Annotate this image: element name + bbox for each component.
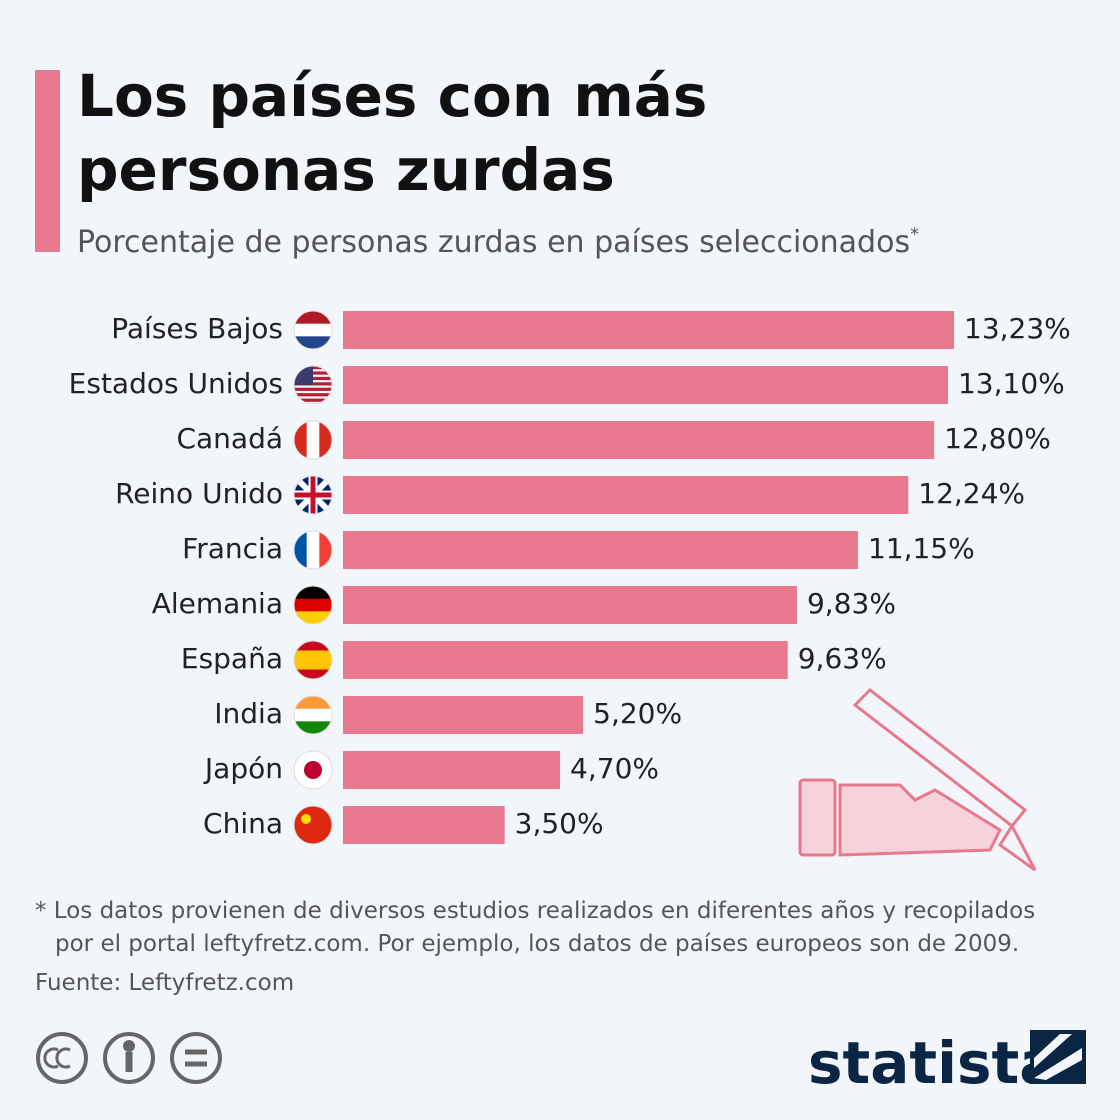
footnote: por el portal leftyfretz.com. Por ejempl… bbox=[55, 931, 1019, 957]
flag-stripe bbox=[294, 669, 332, 679]
bar bbox=[343, 476, 909, 514]
flag-stripe bbox=[294, 660, 332, 670]
bars: Países Bajos 13,23% Estados Unidos 13,10% Ca… bbox=[69, 310, 1071, 845]
flag-border bbox=[293, 365, 333, 405]
license-icons bbox=[36, 1032, 222, 1084]
accent-bar bbox=[35, 70, 60, 252]
flag-bg bbox=[294, 806, 332, 844]
flag-disc bbox=[304, 761, 322, 779]
footnote: * Los datos provienen de diversos estudi… bbox=[35, 898, 1035, 924]
flag bbox=[294, 531, 332, 569]
bar bbox=[343, 366, 948, 404]
category-label: Francia bbox=[182, 532, 283, 565]
bar bbox=[343, 311, 954, 349]
bar bbox=[343, 696, 584, 734]
subtitle-marker: * bbox=[910, 224, 919, 245]
value-label: 12,24% bbox=[918, 477, 1025, 510]
subtitle-text: Porcentaje de personas zurdas en países … bbox=[77, 225, 910, 260]
flag-border bbox=[293, 640, 333, 680]
category-label: China bbox=[203, 807, 283, 840]
category-label: India bbox=[214, 697, 283, 730]
flag-stripe bbox=[294, 421, 308, 459]
value-label: 5,20% bbox=[593, 697, 682, 730]
value-label: 13,23% bbox=[964, 312, 1071, 345]
flag bbox=[294, 421, 332, 459]
flag-stripe bbox=[294, 641, 332, 651]
flag-border bbox=[293, 530, 333, 570]
category-label: Alemania bbox=[152, 587, 283, 620]
category-label: Países Bajos bbox=[111, 312, 283, 345]
subtitle: Porcentaje de personas zurdas en países … bbox=[77, 224, 919, 260]
bar bbox=[343, 641, 788, 679]
flag-stripe bbox=[319, 421, 332, 459]
flag-border bbox=[293, 585, 333, 625]
chart-title: Los países con más bbox=[77, 62, 707, 130]
flag bbox=[294, 696, 332, 734]
flag bbox=[294, 751, 332, 789]
value-label: 11,15% bbox=[868, 532, 975, 565]
value-label: 3,50% bbox=[515, 807, 604, 840]
brand-logo bbox=[1030, 1030, 1086, 1084]
flag-stripe bbox=[294, 611, 332, 624]
source: Fuente: Leftyfretz.com bbox=[35, 970, 294, 996]
chart-title: personas zurdas bbox=[77, 136, 615, 204]
flag-stripe bbox=[294, 323, 332, 337]
flag bbox=[294, 641, 332, 679]
flag bbox=[294, 476, 332, 514]
bar bbox=[343, 586, 797, 624]
flag-border bbox=[293, 695, 333, 735]
flag bbox=[294, 586, 332, 624]
value-label: 12,80% bbox=[944, 422, 1051, 455]
flag-stripe bbox=[294, 721, 332, 734]
brand: statista bbox=[808, 1029, 1058, 1097]
flag-stripe bbox=[294, 586, 332, 600]
category-label: Reino Unido bbox=[115, 477, 283, 510]
bar bbox=[343, 421, 935, 459]
flag-stripe bbox=[294, 708, 332, 722]
value-label: 4,70% bbox=[570, 752, 659, 785]
value-label: 9,63% bbox=[798, 642, 887, 675]
flag-stripe bbox=[319, 531, 332, 569]
bar bbox=[343, 806, 505, 844]
flag-border bbox=[293, 805, 333, 845]
flag-stripe bbox=[294, 336, 332, 349]
category-label: España bbox=[181, 642, 283, 675]
flag-stripe bbox=[294, 650, 332, 661]
flag-stripe bbox=[294, 696, 332, 710]
value-label: 9,83% bbox=[807, 587, 896, 620]
flag-border bbox=[293, 475, 333, 515]
category-label: Estados Unidos bbox=[69, 367, 283, 400]
flag-stripe bbox=[306, 421, 320, 459]
flag-cross bbox=[294, 476, 332, 514]
flag-stripe bbox=[294, 393, 332, 397]
flag-star bbox=[301, 814, 311, 824]
bar bbox=[343, 751, 561, 789]
flag-border bbox=[293, 310, 333, 350]
flag-stripe bbox=[294, 387, 332, 391]
flag-stripe bbox=[294, 311, 332, 325]
category-label: Canadá bbox=[176, 422, 283, 455]
value-label: 13,10% bbox=[958, 367, 1065, 400]
illustration bbox=[798, 688, 1037, 872]
flag-stripe bbox=[294, 598, 332, 612]
flag-stripe bbox=[306, 531, 320, 569]
flag bbox=[294, 806, 332, 844]
flag-border bbox=[293, 420, 333, 460]
flag-stripe bbox=[294, 398, 332, 402]
flag-border bbox=[293, 750, 333, 790]
flag bbox=[294, 311, 332, 349]
flag-stripe bbox=[294, 531, 308, 569]
category-label: Japón bbox=[203, 752, 283, 785]
bar bbox=[343, 531, 858, 569]
